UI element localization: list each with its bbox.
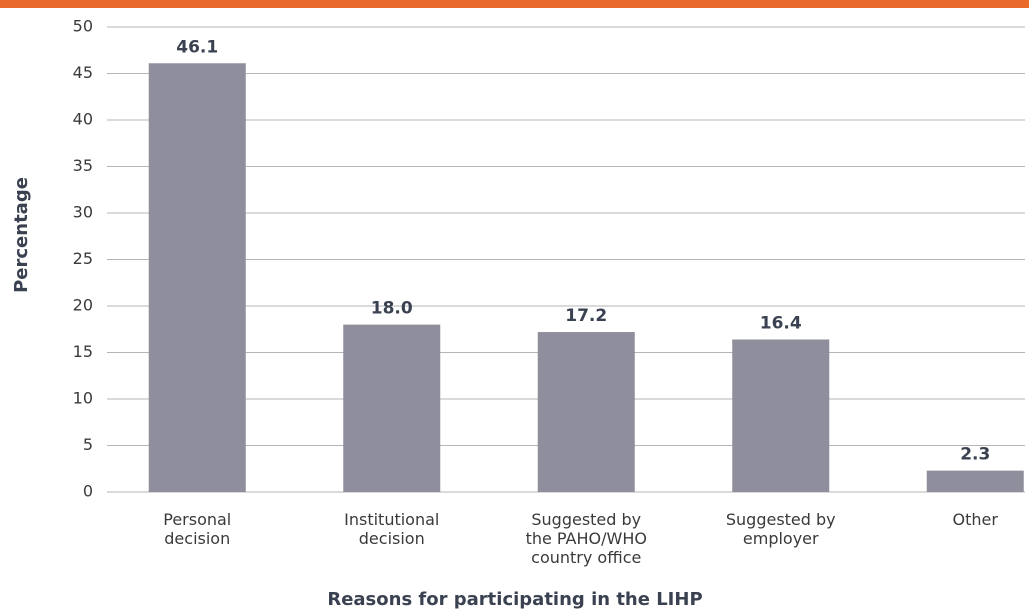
x-tick-label: Suggested by the PAHO/WHO country office — [526, 510, 647, 567]
y-tick-label: 35 — [73, 156, 93, 175]
x-tick-line: Other — [953, 510, 999, 529]
y-tick-label: 10 — [73, 389, 93, 408]
x-tick-label: Institutional decision — [344, 510, 439, 548]
x-tick-label: Personal decision — [163, 510, 231, 548]
value-label: 16.4 — [760, 313, 802, 333]
bar — [148, 63, 246, 493]
value-label: 17.2 — [565, 306, 607, 326]
value-label: 46.1 — [176, 37, 218, 57]
x-tick-line: Suggested by — [531, 510, 641, 529]
x-tick-line: decision — [359, 529, 425, 548]
y-tick-label: 40 — [73, 110, 93, 129]
y-tick-label: 5 — [83, 435, 93, 454]
x-axis-title: Reasons for participating in the LIHP — [327, 589, 702, 610]
y-axis-title: Percentage — [11, 177, 32, 293]
x-tick-label: Other — [953, 510, 999, 529]
y-tick-label: 30 — [73, 203, 93, 222]
bar — [537, 332, 635, 492]
y-tick-label: 0 — [83, 482, 93, 501]
x-tick-line: employer — [743, 529, 819, 548]
x-tick-line: Institutional — [344, 510, 439, 529]
bar — [926, 470, 1024, 492]
y-tick-label: 45 — [73, 63, 93, 82]
top-band — [0, 0, 1029, 8]
y-tick-label: 25 — [73, 249, 93, 268]
value-label: 2.3 — [960, 445, 990, 465]
x-tick-line: Suggested by — [726, 510, 836, 529]
y-tick-label: 20 — [73, 296, 93, 315]
x-tick-line: country office — [531, 548, 641, 567]
y-tick-label: 15 — [73, 342, 93, 361]
x-tick-label: Suggested by employer — [726, 510, 836, 548]
x-tick-line: Personal — [163, 510, 231, 529]
y-tick-label: 50 — [73, 17, 93, 36]
x-tick-line: decision — [164, 529, 230, 548]
value-label: 18.0 — [371, 299, 413, 319]
x-tick-line: the PAHO/WHO — [526, 529, 647, 548]
bar — [732, 339, 830, 492]
bar — [343, 324, 441, 492]
